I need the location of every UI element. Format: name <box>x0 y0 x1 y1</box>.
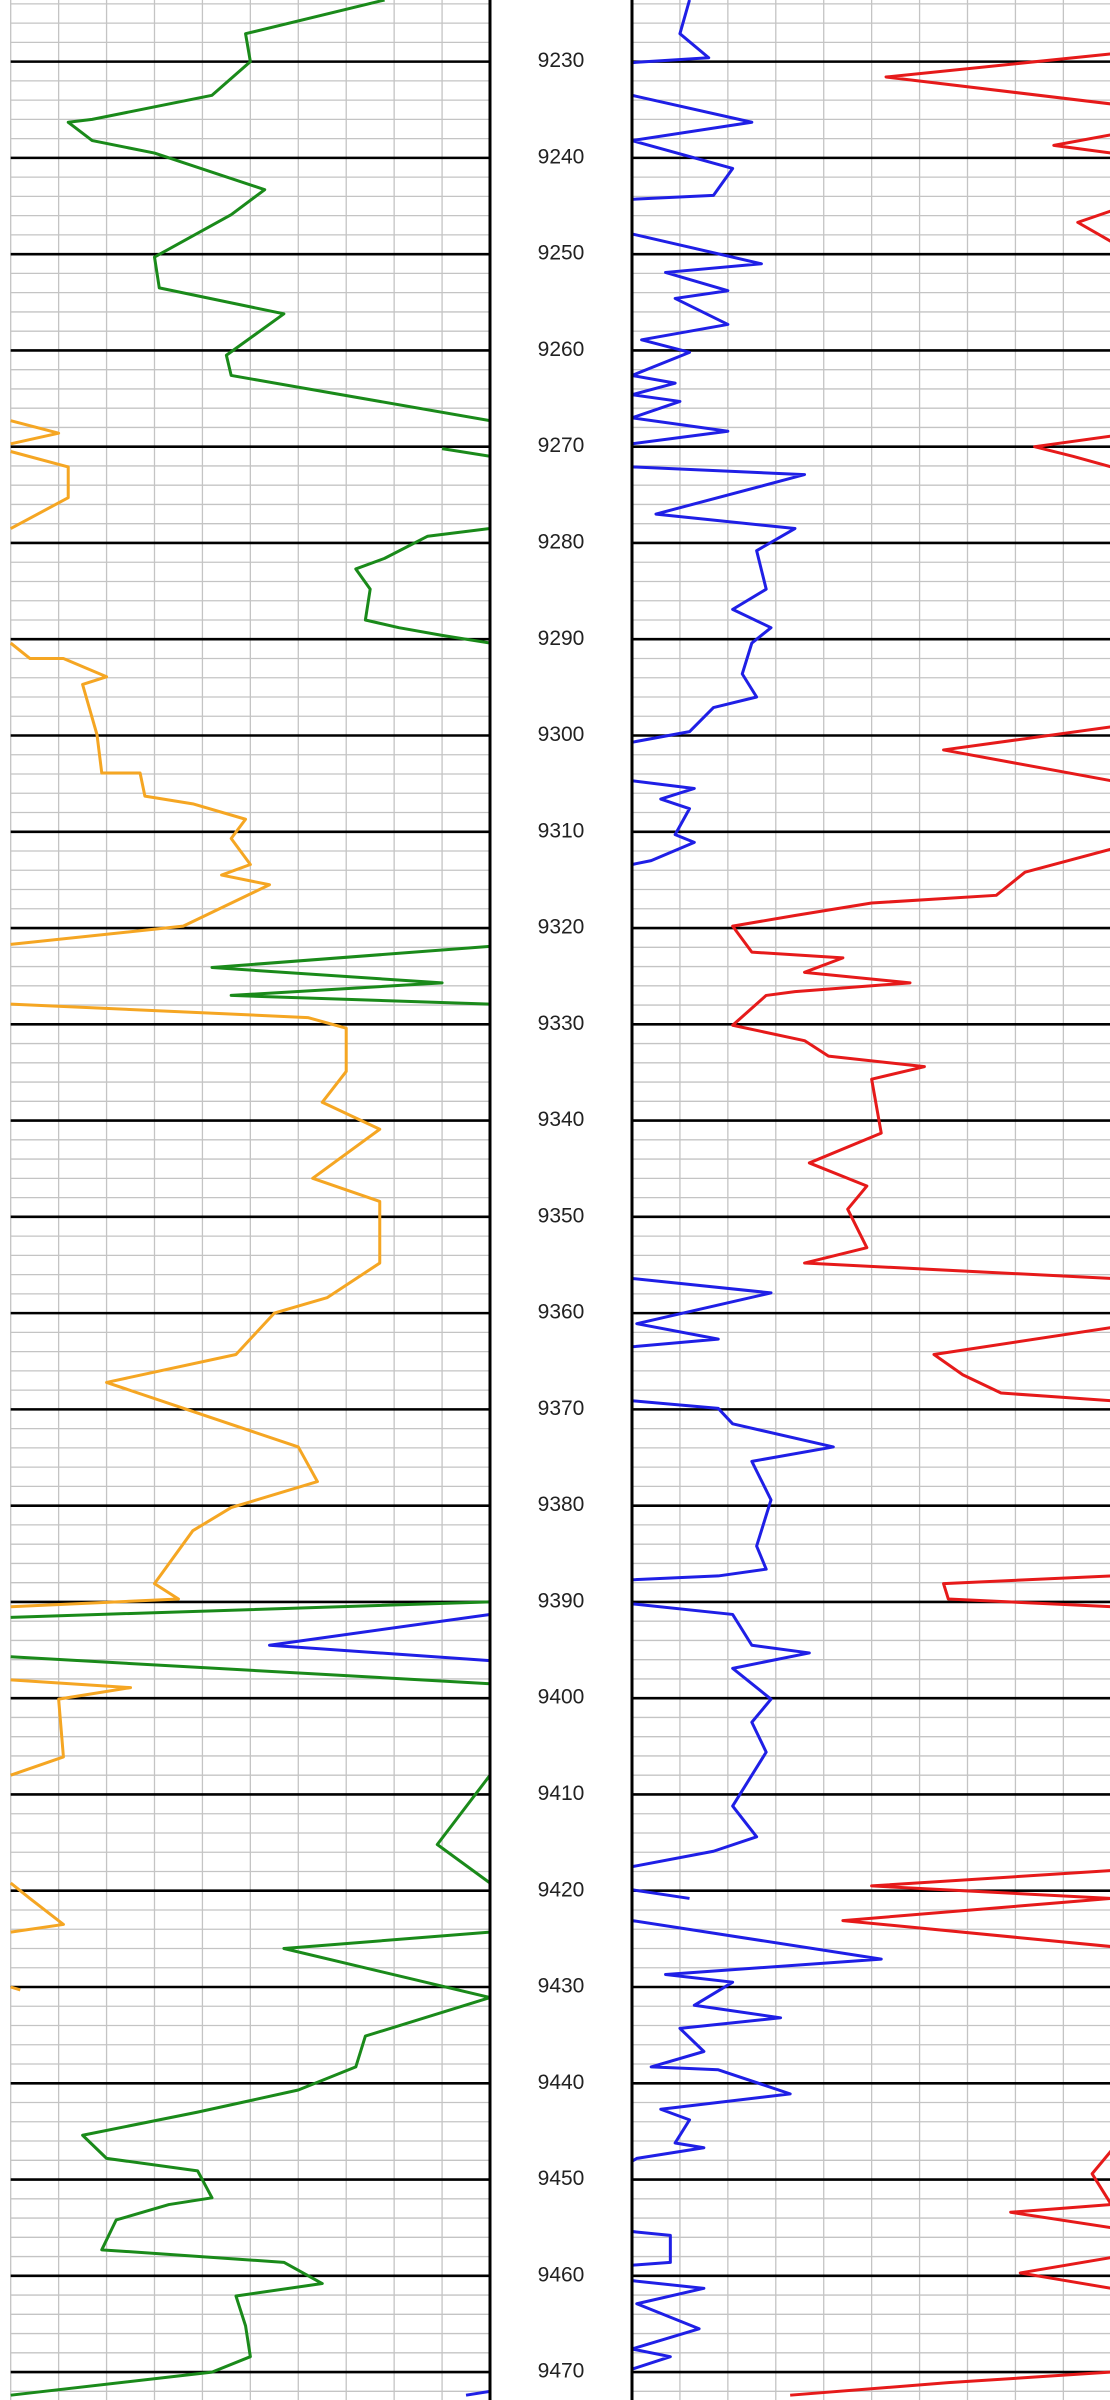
depth-label: 9350 <box>538 1204 585 1227</box>
depth-label: 9440 <box>538 2071 585 2094</box>
depth-label: 9230 <box>538 49 585 72</box>
depth-label: 9250 <box>538 242 585 265</box>
depth-label: 9340 <box>538 1108 585 1131</box>
log-curve <box>10 0 490 2397</box>
depth-label: 9360 <box>538 1301 585 1324</box>
log-curve <box>268 1612 490 2397</box>
depth-label: 9260 <box>538 338 585 361</box>
depth-label: 9280 <box>538 531 585 554</box>
depth-label: 9470 <box>538 2360 585 2383</box>
depth-label: 9240 <box>538 145 585 168</box>
depth-label: 9410 <box>538 1782 585 1805</box>
depth-label: 9450 <box>538 2167 585 2190</box>
curves <box>10 0 1110 2397</box>
depth-label: 9330 <box>538 1012 585 1035</box>
depth-label: 9370 <box>538 1397 585 1420</box>
depth-label: 9420 <box>538 1878 585 1901</box>
depth-label: 9390 <box>538 1589 585 1612</box>
depth-label: 9300 <box>538 723 585 746</box>
depth-labels: 9230 9240 9250 9260 9270 9280 9290 9300 9310 9320… <box>538 49 585 2382</box>
depth-label: 9290 <box>538 627 585 650</box>
depth-label: 9320 <box>538 916 585 939</box>
log-curve <box>731 52 1110 2397</box>
depth-label: 9430 <box>538 1975 585 1998</box>
log-curve <box>632 0 883 2371</box>
depth-label: 9270 <box>538 434 585 457</box>
depth-label: 9310 <box>538 819 585 842</box>
depth-label: 9460 <box>538 2263 585 2286</box>
depth-label: 9380 <box>538 1493 585 1516</box>
log-curve <box>10 419 382 1992</box>
depth-label: 9400 <box>538 1686 585 1709</box>
